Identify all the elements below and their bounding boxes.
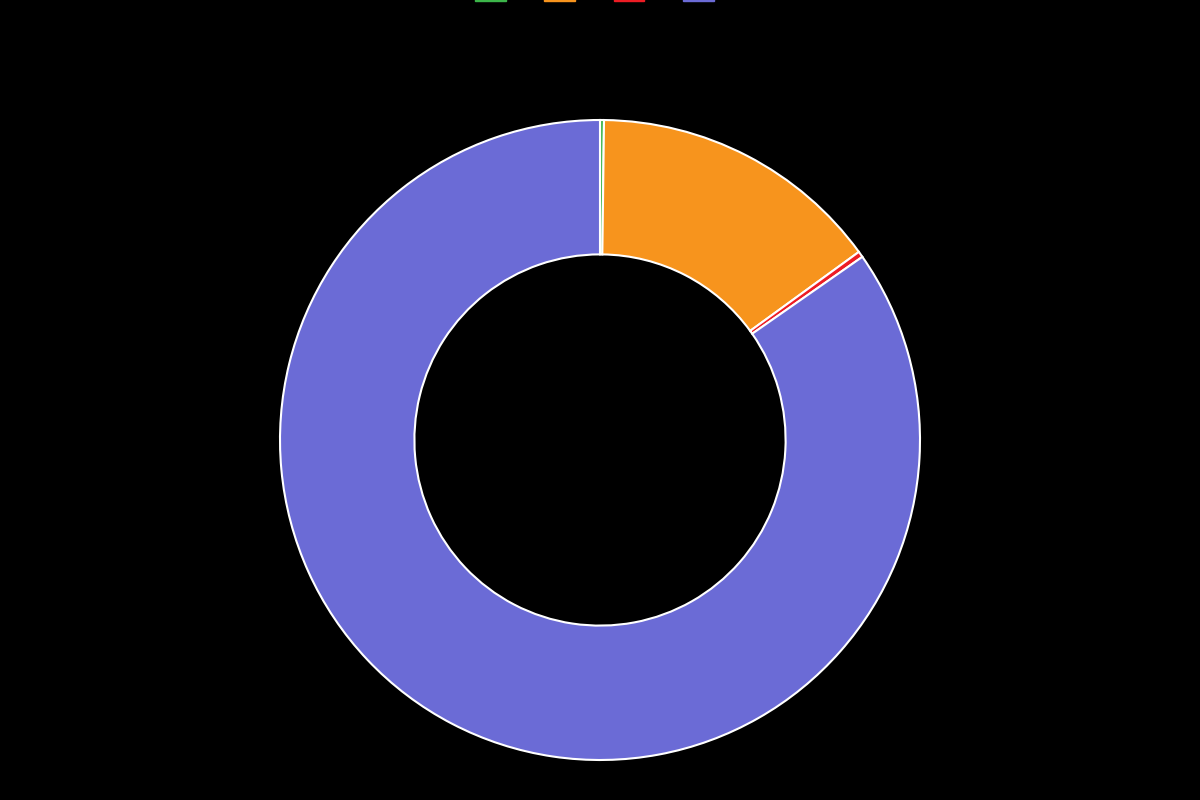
Wedge shape: [602, 120, 859, 331]
Wedge shape: [750, 252, 863, 334]
Wedge shape: [280, 120, 920, 760]
Legend: , , , : , , ,: [469, 0, 731, 8]
Wedge shape: [600, 120, 604, 254]
